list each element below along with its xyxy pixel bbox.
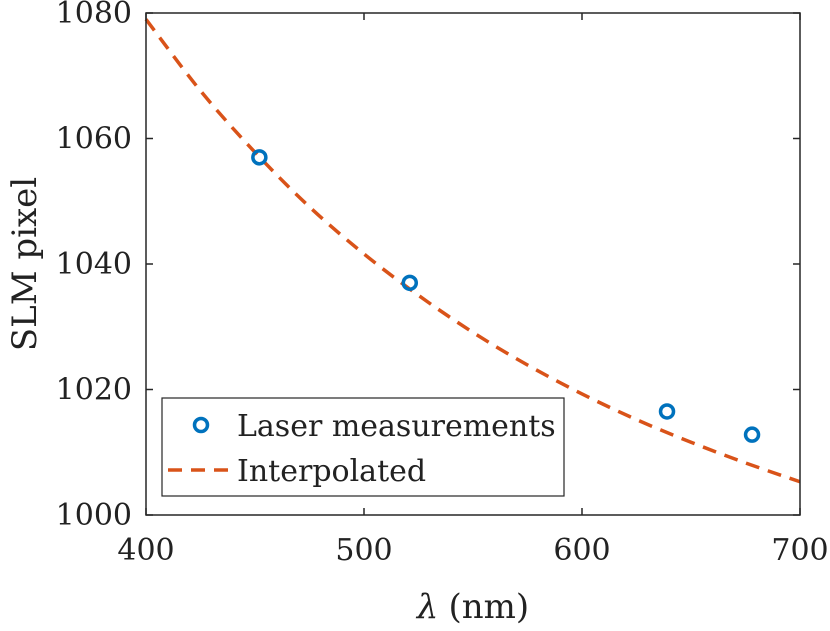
legend-marker-laser-measurements xyxy=(192,416,210,434)
x-tick-label: 500 xyxy=(335,533,392,568)
interpolated-series xyxy=(144,18,801,484)
y-tick-label: 1040 xyxy=(56,247,132,282)
y-tick-label: 1020 xyxy=(56,373,132,408)
x-axis-label-symbol: λ xyxy=(415,587,439,627)
x-axis-label-unit: (nm) xyxy=(448,587,529,627)
x-tick-label: 400 xyxy=(117,533,174,568)
legend: Laser measurements Interpolated xyxy=(161,397,565,497)
y-tick-label: 1060 xyxy=(56,122,132,157)
legend-label-interpolated: Interpolated xyxy=(237,454,426,489)
y-axis-label: SLM pixel xyxy=(5,177,45,351)
x-tick-label: 700 xyxy=(771,533,828,568)
laser-measurement-point xyxy=(743,426,761,443)
y-axis-ticks: 1000 1020 1040 1060 1080 xyxy=(56,0,800,533)
legend-box xyxy=(161,397,565,497)
x-axis-ticks: 400 500 600 700 xyxy=(117,13,829,568)
interpolated-line xyxy=(144,18,801,484)
laser-measurement-point xyxy=(251,149,268,166)
y-tick-label: 1080 xyxy=(56,0,132,31)
laser-measurement-point xyxy=(658,403,676,420)
legend-label-laser-measurements: Laser measurements xyxy=(237,409,556,444)
x-axis-label: λ (nm) xyxy=(415,587,529,627)
x-tick-label: 600 xyxy=(553,533,610,568)
laser-measurement-point xyxy=(401,274,419,292)
y-tick-label: 1000 xyxy=(56,498,132,533)
laser-measurements-series xyxy=(251,149,761,443)
